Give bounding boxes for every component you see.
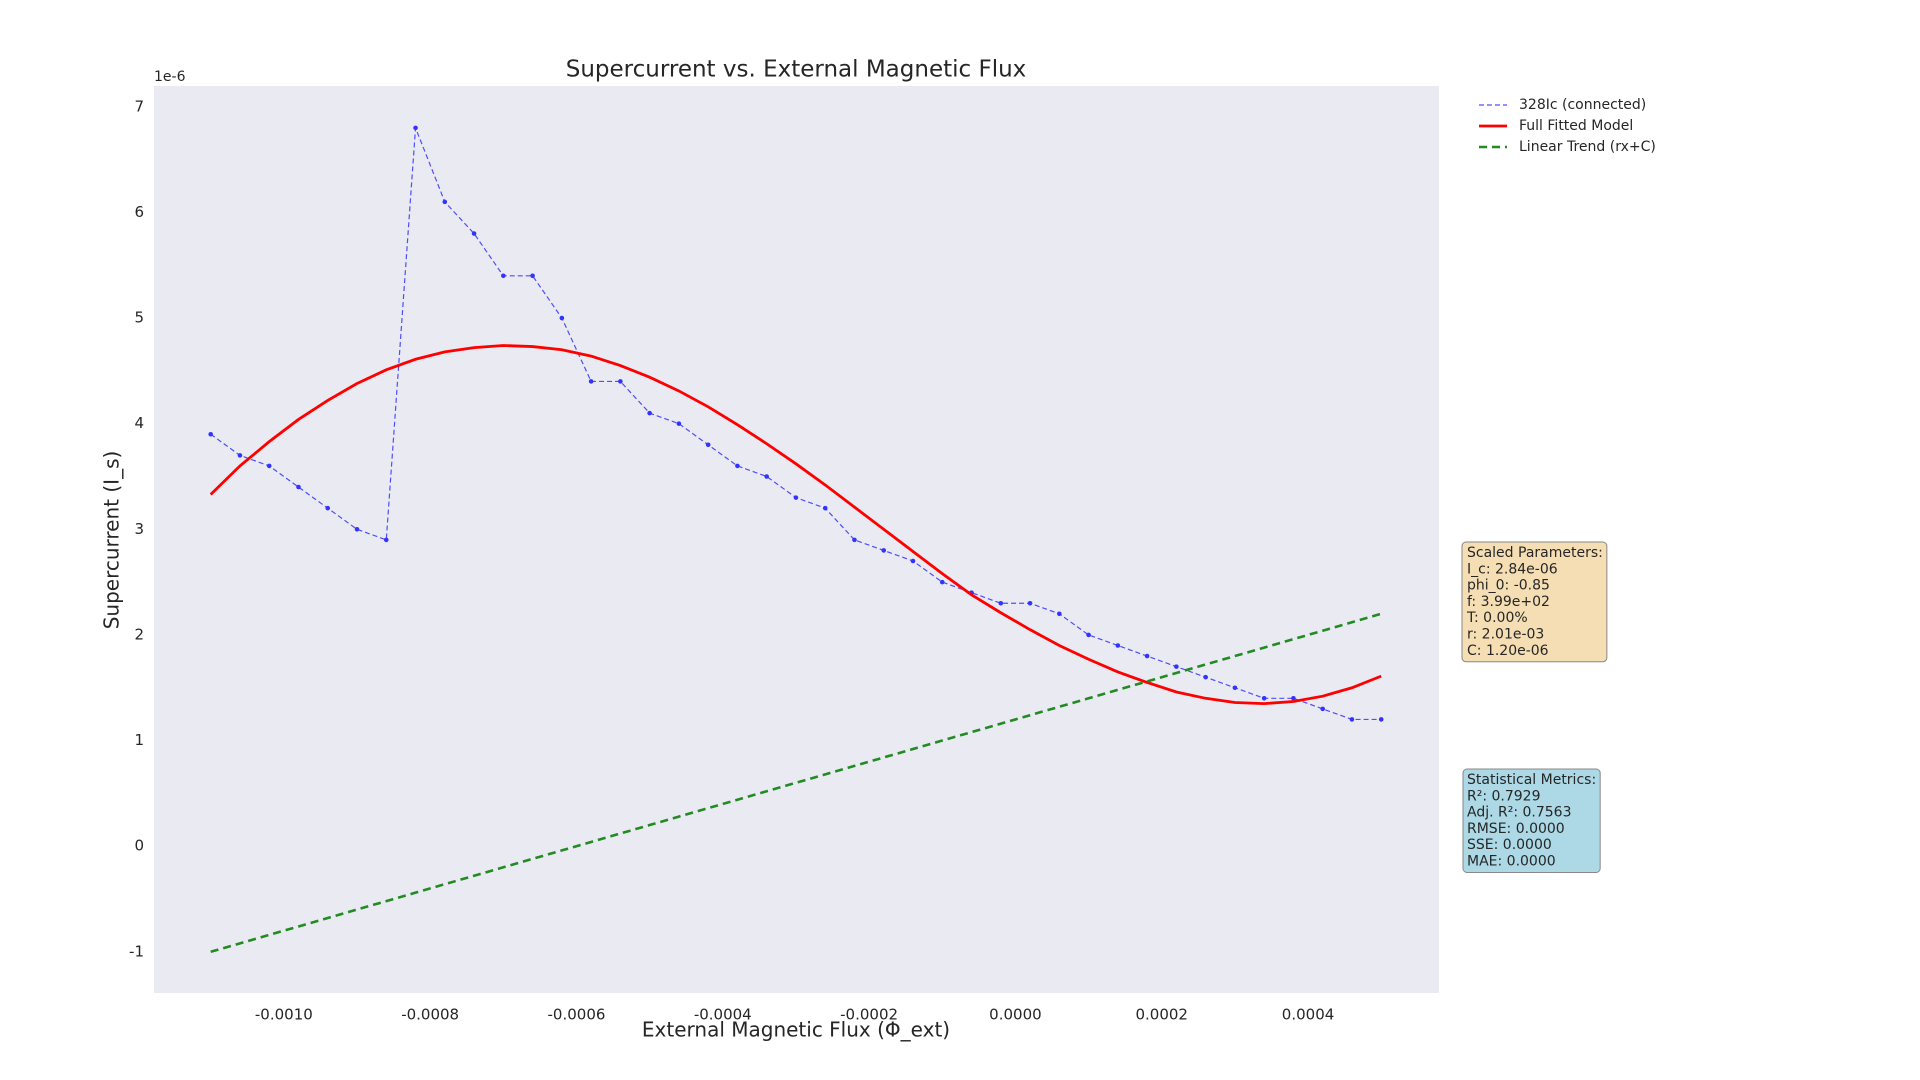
series-line [210, 612, 1382, 954]
legend-label: 328Ic (connected) [1519, 97, 1646, 113]
data-point [413, 125, 418, 131]
data-point [705, 442, 711, 448]
data-point [647, 410, 652, 416]
plot-area [154, 86, 1439, 993]
data-point [588, 379, 594, 384]
annotation-line: phi_0: -0.85 [1467, 578, 1550, 594]
y-axis-label: Supercurrent (I_s) [100, 451, 124, 630]
legend-label: Full Fitted Model [1519, 118, 1633, 134]
data-point [618, 379, 623, 384]
x-tick-label: 0.0000 [989, 1006, 1042, 1024]
y-tick-label: 5 [134, 309, 144, 327]
data-point [1349, 717, 1355, 722]
y-tick-label: 0 [134, 837, 144, 855]
annotation-line: Adj. R²: 0.7563 [1467, 805, 1572, 821]
y-tick-label: 6 [134, 203, 144, 221]
data-point [1320, 706, 1325, 712]
annotation-line: MAE: 0.0000 [1467, 854, 1556, 870]
y-tick-label: -1 [129, 942, 144, 960]
data-point [266, 463, 272, 469]
data-point [910, 558, 916, 564]
data-point [1261, 696, 1267, 701]
annotation-line: SSE: 0.0000 [1467, 837, 1552, 853]
data-point [764, 474, 769, 479]
data-point [442, 199, 448, 205]
annotation-line: I_c: 2.84e-06 [1467, 561, 1558, 577]
annotation-box [1462, 768, 1601, 873]
data-point [501, 273, 506, 279]
data-point [852, 537, 857, 543]
x-tick-label: -0.0004 [694, 1006, 752, 1024]
chart-title: Supercurrent vs. External Magnetic Flux [566, 57, 1027, 83]
data-point [793, 495, 799, 500]
x-tick-label: -0.0006 [548, 1006, 606, 1024]
annotation-line: C: 1.20e-06 [1467, 643, 1549, 659]
y-offset-label: 1e-6 [154, 69, 186, 85]
data-point [1203, 674, 1208, 680]
data-point [998, 600, 1004, 606]
data-point [1057, 611, 1062, 617]
data-point [1144, 653, 1150, 659]
data-point [383, 537, 389, 543]
data-point [1174, 664, 1179, 669]
data-point [1378, 717, 1384, 722]
annotation-box [1461, 541, 1608, 663]
x-axis-label: External Magnetic Flux (Φ_ext) [642, 1018, 950, 1042]
annotation-line: f: 3.99e+02 [1467, 594, 1550, 610]
x-tick-label: -0.0008 [401, 1006, 459, 1024]
data-point [530, 273, 535, 279]
data-point [735, 463, 740, 469]
annotation-line: R²: 0.7929 [1467, 788, 1541, 804]
annotation-line: Scaled Parameters: [1467, 545, 1603, 561]
x-tick-label: -0.0010 [255, 1006, 313, 1024]
data-point [296, 484, 301, 490]
legend-label: Linear Trend (rx+C) [1519, 139, 1656, 155]
data-point [881, 548, 887, 553]
x-tick-label: 0.0004 [1282, 1006, 1335, 1024]
data-point [939, 579, 945, 585]
data-point [208, 431, 213, 437]
y-tick-label: 4 [134, 414, 144, 432]
series-line [209, 344, 1382, 705]
annotation-line: RMSE: 0.0000 [1467, 821, 1565, 837]
y-tick-label: 2 [134, 625, 144, 643]
data-point [471, 231, 477, 236]
data-point [1115, 643, 1121, 648]
data-point [237, 453, 243, 458]
data-point [325, 505, 331, 511]
data-point [1291, 696, 1296, 701]
data-point [1027, 600, 1033, 606]
y-tick-label: 1 [134, 731, 144, 749]
y-tick-label: 7 [134, 97, 144, 115]
annotation-line: r: 2.01e-03 [1467, 627, 1544, 643]
data-point [822, 505, 828, 511]
data-point [1232, 685, 1238, 691]
data-point [354, 527, 360, 532]
data-point [559, 315, 565, 321]
x-tick-label: 0.0002 [1135, 1006, 1188, 1024]
data-point [1086, 632, 1091, 638]
y-tick-label: 3 [134, 520, 144, 538]
annotation-line: Statistical Metrics: [1467, 772, 1596, 788]
data-point [676, 421, 682, 426]
x-tick-label: -0.0002 [840, 1006, 898, 1024]
annotation-line: T: 0.00% [1466, 610, 1528, 626]
